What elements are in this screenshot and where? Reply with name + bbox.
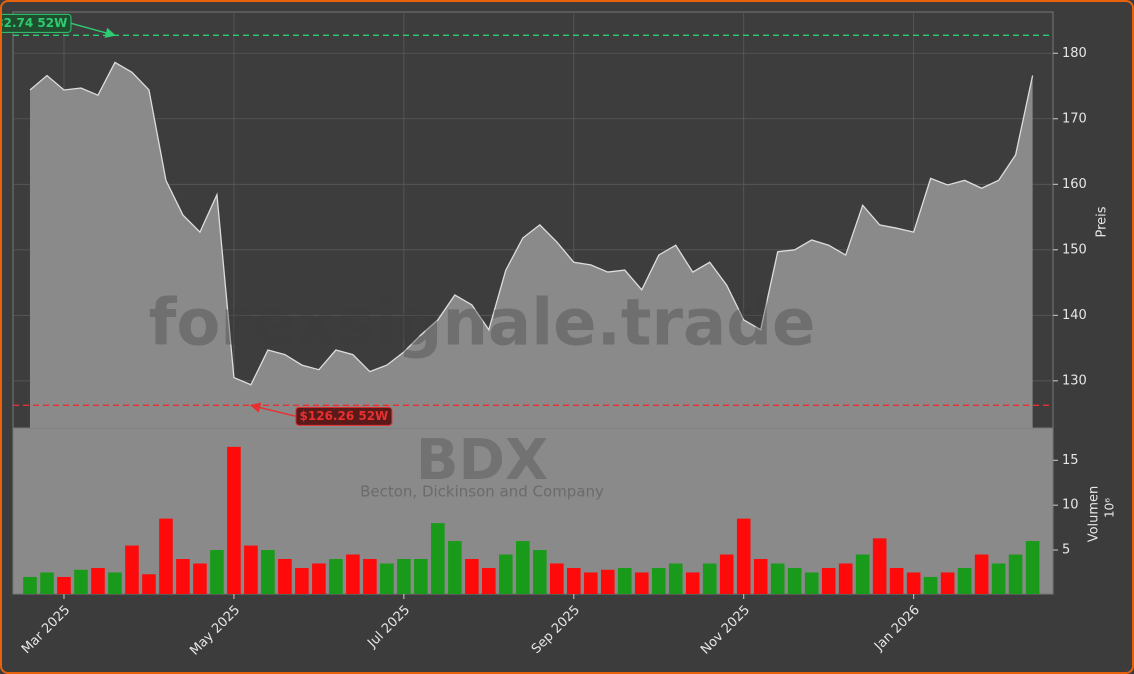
- volume-tick-label: 5: [1062, 543, 1070, 558]
- volume-bar: [957, 567, 972, 594]
- high-label-box: [2, 13, 72, 33]
- volume-bar: [1008, 554, 1023, 594]
- y-tick-label: 150: [1062, 242, 1087, 257]
- volume-bar: [329, 559, 343, 594]
- volume-bar: [549, 563, 564, 594]
- volume-bar: [753, 559, 768, 594]
- volume-bar: [448, 541, 462, 594]
- volume-bar: [821, 567, 836, 594]
- y-tick-label: 130: [1062, 373, 1087, 388]
- volume-bar: [227, 446, 241, 594]
- volume-bar: [380, 563, 394, 594]
- volume-tick-label: 10: [1062, 498, 1079, 513]
- volume-bar: [346, 554, 360, 594]
- volume-bar: [1025, 541, 1040, 594]
- volume-bar: [533, 550, 547, 594]
- volume-bar: [906, 572, 921, 594]
- volume-unit: 10⁶: [1103, 498, 1117, 518]
- watermark: forexsignale.trade: [149, 287, 816, 361]
- volume-bar: [159, 518, 173, 594]
- volume-bar: [940, 572, 955, 594]
- volume-bar: [974, 554, 989, 594]
- volume-bar: [261, 550, 275, 594]
- volume-bar: [397, 559, 411, 594]
- volume-bar: [244, 545, 258, 594]
- volume-bar: [278, 559, 292, 594]
- volume-bar: [431, 523, 445, 594]
- volume-bar: [482, 567, 496, 594]
- volume-bar: [193, 563, 207, 594]
- y-axis-label: Preis: [1095, 206, 1110, 237]
- price-area: [29, 62, 1033, 429]
- volume-bar: [787, 567, 802, 594]
- volume-bar: [719, 554, 734, 594]
- volume-bar: [142, 574, 156, 594]
- volume-bar: [74, 569, 88, 594]
- x-tick-label: Jan 2026: [871, 603, 923, 655]
- x-tick-label: Jul 2025: [364, 603, 413, 652]
- volume-bar: [634, 572, 649, 594]
- volume-bar: [855, 554, 870, 594]
- volume-bar: [295, 567, 309, 594]
- x-tick-label: May 2025: [187, 603, 243, 659]
- volume-axis-label: Volumen: [1087, 486, 1102, 543]
- low-label: $126.26 52W: [300, 409, 389, 423]
- low-arrow: [249, 402, 297, 418]
- y-tick-label: 170: [1062, 111, 1087, 126]
- x-tick-label: Sep 2025: [529, 603, 583, 657]
- volume-bar: [516, 541, 530, 594]
- high-label: $182.74 52W: [2, 16, 67, 30]
- volume-bar: [668, 563, 683, 594]
- volume-bar: [465, 559, 479, 594]
- high-arrow: [70, 22, 116, 38]
- volume-bar: [91, 567, 105, 594]
- y-tick-label: 180: [1062, 46, 1087, 61]
- x-tick-label: Nov 2025: [698, 603, 753, 658]
- volume-bar: [125, 545, 139, 594]
- volume-bar: [40, 572, 54, 594]
- x-tick-label: Mar 2025: [19, 603, 73, 657]
- volume-bar: [210, 550, 224, 594]
- volume-bar: [617, 567, 632, 594]
- volume-bar: [566, 567, 581, 594]
- volume-bar: [736, 518, 751, 594]
- volume-bar: [991, 563, 1006, 594]
- volume-bar: [499, 554, 513, 594]
- volume-bar: [312, 563, 326, 594]
- volume-bar: [414, 559, 428, 594]
- volume-bar: [583, 572, 598, 594]
- volume-bar: [23, 576, 37, 594]
- volume-bar: [651, 567, 666, 594]
- volume-bar: [600, 569, 615, 594]
- company: Becton, Dickinson and Company: [360, 483, 604, 501]
- volume-bar: [770, 563, 785, 594]
- volume-bar: [872, 538, 887, 594]
- volume-bar: [57, 576, 71, 594]
- ticker: BDX: [416, 428, 548, 493]
- volume-bar: [702, 563, 717, 594]
- volume-bar: [363, 559, 377, 594]
- low-label-box: [295, 406, 393, 426]
- y-tick-label: 140: [1062, 308, 1087, 323]
- volume-bar: [685, 572, 700, 594]
- volume-bar: [176, 559, 190, 594]
- volume-bar: [804, 572, 819, 594]
- volume-bar: [923, 576, 938, 594]
- volume-bar: [108, 572, 122, 594]
- volume-tick-label: 15: [1062, 453, 1079, 468]
- volume-bar: [838, 563, 853, 594]
- volume-bar: [889, 567, 904, 594]
- price-line: [29, 61, 1034, 386]
- y-tick-label: 160: [1062, 177, 1087, 192]
